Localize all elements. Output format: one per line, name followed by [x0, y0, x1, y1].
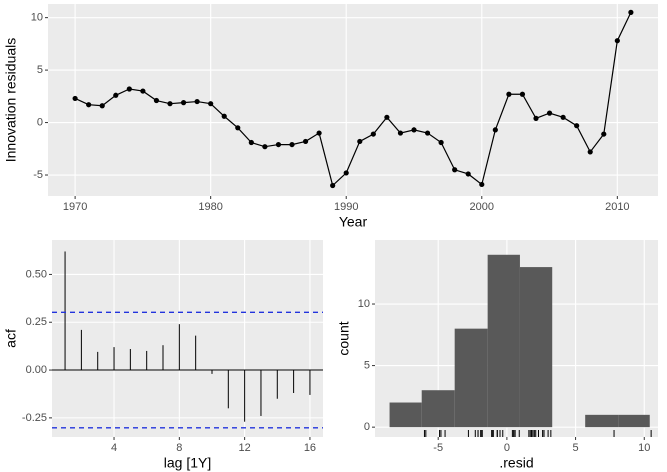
x-tick-label: 1980	[198, 201, 222, 213]
bar	[618, 414, 650, 428]
bar	[389, 402, 422, 428]
point	[384, 114, 390, 120]
point	[492, 127, 498, 133]
x-axis-label: .resid	[499, 455, 533, 471]
point	[167, 101, 173, 107]
point	[235, 125, 241, 131]
point	[330, 182, 336, 189]
x-tick-label: 5	[573, 442, 579, 454]
y-tick-label: 5	[364, 359, 370, 371]
point	[411, 127, 417, 133]
point	[506, 91, 512, 97]
point	[126, 86, 132, 92]
x-tick-label: 4	[111, 442, 117, 454]
x-tick-label: 1970	[63, 201, 87, 213]
point	[343, 170, 349, 176]
bar	[487, 254, 520, 428]
y-axis-label: Innovation residuals	[3, 38, 19, 163]
y-tick-label: 10	[358, 298, 370, 310]
x-tick-label: 1990	[334, 201, 358, 213]
point	[275, 141, 282, 148]
point	[153, 97, 160, 104]
point	[140, 88, 146, 94]
y-tick-label: -5	[33, 169, 43, 181]
point	[452, 167, 458, 173]
y-axis-label: acf	[3, 329, 19, 348]
point	[601, 131, 607, 137]
y-tick-label: 10	[31, 12, 43, 24]
point	[113, 92, 119, 98]
point	[574, 123, 580, 129]
y-tick-label: 0	[364, 421, 370, 433]
point	[519, 91, 526, 97]
point	[72, 95, 78, 102]
point	[289, 141, 295, 148]
bar	[421, 390, 455, 428]
x-tick-label: 12	[239, 442, 251, 454]
x-tick-label: 10	[638, 442, 650, 454]
y-tick-label: 0.00	[26, 364, 47, 376]
y-tick-label: 0.50	[26, 268, 47, 280]
y-tick-label: -0.25	[22, 412, 47, 424]
bar	[519, 267, 553, 428]
point	[99, 103, 105, 109]
point	[262, 144, 268, 150]
x-axis-label: lag [1Y]	[164, 455, 211, 471]
point	[533, 115, 539, 121]
point	[614, 38, 620, 44]
point	[479, 181, 485, 188]
bar	[585, 414, 619, 428]
point	[248, 139, 254, 146]
x-tick-label: 8	[176, 442, 182, 454]
point	[316, 130, 322, 136]
x-tick-label: -5	[433, 442, 443, 454]
point	[546, 110, 553, 116]
point	[397, 130, 404, 136]
x-tick-label: 16	[304, 442, 316, 454]
x-axis-label: Year	[339, 214, 368, 230]
y-tick-label: 5	[37, 64, 43, 76]
x-tick-label: 2000	[470, 201, 494, 213]
point	[560, 114, 566, 120]
point	[208, 101, 214, 107]
x-tick-label: 2010	[605, 201, 629, 213]
point	[221, 113, 227, 119]
point	[465, 171, 471, 177]
point	[587, 149, 593, 155]
bar	[454, 328, 488, 428]
point	[438, 139, 444, 146]
point	[180, 100, 187, 106]
point	[302, 138, 309, 145]
y-axis-label: count	[336, 321, 352, 355]
point	[194, 98, 200, 105]
point	[357, 138, 363, 145]
point	[424, 130, 431, 136]
y-tick-label: 0.25	[26, 316, 47, 328]
y-tick-label: 0	[37, 116, 43, 128]
point	[628, 9, 634, 15]
panel-background	[48, 4, 658, 196]
x-tick-label: 0	[504, 442, 510, 454]
panel-background	[52, 240, 323, 437]
point	[86, 102, 92, 108]
point	[370, 131, 376, 137]
